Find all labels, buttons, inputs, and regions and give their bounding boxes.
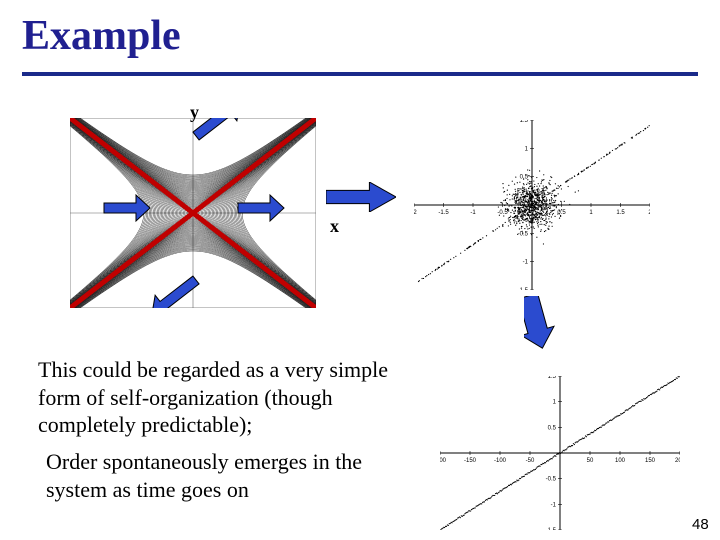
page-number: 48 (692, 516, 709, 533)
phase-portrait (70, 118, 316, 308)
title: Example (22, 12, 181, 60)
svg-text:-1.5: -1.5 (438, 210, 449, 216)
svg-text:-1.5: -1.5 (546, 528, 557, 530)
svg-text:-100: -100 (494, 458, 507, 464)
svg-text:1: 1 (553, 400, 557, 406)
svg-text:-1: -1 (470, 210, 476, 216)
transition-arrow-2 (524, 296, 564, 354)
transition-arrow-1 (326, 182, 396, 212)
svg-text:200: 200 (675, 458, 680, 464)
svg-text:-1: -1 (551, 502, 557, 508)
svg-text:1.5: 1.5 (616, 210, 625, 216)
scatter-plot-1: -2-1.5-1-0.50.511.52-1.5-1-0.50.511.5 (414, 120, 650, 290)
title-underline (22, 72, 698, 76)
svg-text:0.5: 0.5 (548, 425, 557, 431)
svg-text:-0.5: -0.5 (518, 231, 529, 237)
body-text-2: Order spontaneously emerges in the syste… (46, 448, 406, 503)
svg-text:-2: -2 (414, 210, 417, 216)
body-text-1: This could be regarded as a very simple … (38, 356, 418, 439)
svg-text:-0.5: -0.5 (546, 477, 557, 483)
svg-text:1.5: 1.5 (548, 376, 557, 380)
svg-text:-150: -150 (464, 458, 477, 464)
svg-text:-1: -1 (523, 260, 529, 266)
axis-label-x: x (330, 216, 339, 237)
axis-label-y: y (190, 102, 199, 123)
svg-text:-1.5: -1.5 (518, 288, 529, 290)
svg-text:0.5: 0.5 (557, 210, 566, 216)
svg-text:-50: -50 (526, 458, 535, 464)
svg-text:-200: -200 (440, 458, 447, 464)
slide: Example y x -2 -1.5 -1 -0.5 0.5 1 1.5 2 -1.5 -1 -0… (0, 0, 720, 540)
scatter-plot-2: -200 -150 -100 -50 50 100 150 200 -1.5 -1 -0.5 0.5 1… (440, 376, 680, 530)
svg-text:50: 50 (587, 458, 594, 464)
svg-text:2: 2 (648, 210, 650, 216)
svg-text:1: 1 (525, 146, 529, 152)
svg-text:1: 1 (589, 210, 593, 216)
svg-text:1.5: 1.5 (520, 120, 529, 124)
svg-text:100: 100 (615, 458, 626, 464)
svg-text:150: 150 (645, 458, 656, 464)
